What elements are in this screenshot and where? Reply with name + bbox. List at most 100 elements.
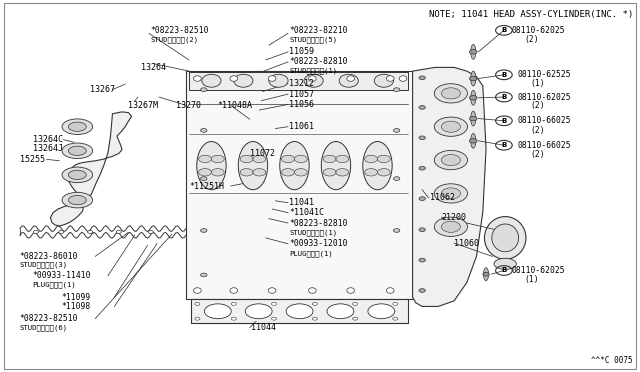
Ellipse shape [240, 155, 253, 163]
Polygon shape [186, 71, 413, 299]
Ellipse shape [399, 76, 407, 81]
Polygon shape [51, 112, 132, 226]
Ellipse shape [469, 96, 477, 100]
Ellipse shape [394, 129, 400, 132]
Ellipse shape [245, 304, 272, 319]
Ellipse shape [308, 288, 316, 293]
Ellipse shape [353, 317, 358, 320]
Text: B: B [501, 142, 506, 148]
Ellipse shape [321, 141, 351, 190]
Ellipse shape [59, 231, 64, 234]
Text: B: B [501, 72, 506, 78]
Text: 11062: 11062 [430, 193, 455, 202]
Ellipse shape [442, 188, 461, 199]
Text: STUDスタッド(3): STUDスタッド(3) [20, 262, 68, 268]
Ellipse shape [365, 155, 378, 163]
Text: STUDスタッド(1): STUDスタッド(1) [289, 68, 337, 74]
Text: B: B [501, 28, 506, 33]
Ellipse shape [469, 76, 477, 81]
Ellipse shape [419, 166, 426, 170]
Ellipse shape [442, 88, 461, 99]
Ellipse shape [387, 76, 394, 81]
Ellipse shape [387, 288, 394, 293]
Ellipse shape [378, 155, 390, 163]
Text: 11056: 11056 [289, 100, 314, 109]
Text: 11041: 11041 [289, 198, 314, 207]
Text: 11044: 11044 [251, 323, 276, 332]
Ellipse shape [148, 231, 154, 234]
Ellipse shape [116, 231, 122, 234]
Ellipse shape [68, 195, 86, 205]
Ellipse shape [470, 111, 476, 126]
Ellipse shape [269, 74, 288, 87]
Ellipse shape [469, 116, 477, 121]
Text: 13264J: 13264J [33, 144, 63, 153]
Ellipse shape [323, 169, 336, 176]
Ellipse shape [271, 317, 276, 320]
Text: *00933-12010: *00933-12010 [289, 239, 348, 248]
Ellipse shape [62, 192, 93, 208]
Ellipse shape [33, 231, 38, 234]
Ellipse shape [271, 302, 276, 305]
Ellipse shape [88, 231, 93, 234]
Text: NOTE; 11041 HEAD ASSY-CYLINDER(INC. *): NOTE; 11041 HEAD ASSY-CYLINDER(INC. *) [429, 10, 633, 19]
Ellipse shape [294, 155, 307, 163]
Text: *00933-11410: *00933-11410 [33, 271, 91, 280]
Ellipse shape [435, 84, 467, 103]
Text: B: B [501, 118, 506, 124]
Ellipse shape [368, 304, 395, 319]
Ellipse shape [200, 273, 207, 277]
Ellipse shape [323, 155, 336, 163]
Text: 13212: 13212 [289, 79, 314, 88]
Ellipse shape [419, 197, 426, 201]
Ellipse shape [308, 76, 316, 81]
Ellipse shape [483, 272, 489, 276]
Ellipse shape [230, 288, 237, 293]
Ellipse shape [484, 217, 526, 259]
Ellipse shape [211, 169, 224, 176]
Ellipse shape [419, 228, 426, 232]
Ellipse shape [393, 317, 398, 320]
Ellipse shape [294, 169, 307, 176]
Ellipse shape [470, 71, 476, 86]
Ellipse shape [200, 88, 207, 92]
Ellipse shape [365, 169, 378, 176]
Ellipse shape [435, 217, 467, 236]
Text: *11099: *11099 [61, 293, 91, 302]
Ellipse shape [483, 268, 488, 281]
Text: 08110-62025: 08110-62025 [511, 26, 565, 35]
Ellipse shape [234, 74, 253, 87]
Text: 21200: 21200 [442, 213, 467, 222]
Text: 08110-62025: 08110-62025 [518, 93, 572, 102]
Ellipse shape [195, 317, 200, 320]
Ellipse shape [339, 74, 358, 87]
Text: (2): (2) [531, 102, 545, 110]
Text: *08223-82210: *08223-82210 [289, 26, 348, 35]
Ellipse shape [200, 129, 207, 132]
Ellipse shape [196, 141, 226, 190]
Ellipse shape [286, 304, 313, 319]
Text: 11060: 11060 [454, 238, 479, 248]
Polygon shape [191, 299, 408, 323]
Text: *11098: *11098 [61, 302, 91, 311]
Ellipse shape [353, 302, 358, 305]
Ellipse shape [378, 169, 390, 176]
Ellipse shape [200, 177, 207, 180]
Ellipse shape [393, 302, 398, 305]
Ellipse shape [200, 229, 207, 232]
Text: 15255: 15255 [20, 155, 45, 164]
Ellipse shape [363, 141, 392, 190]
Ellipse shape [469, 138, 477, 143]
Ellipse shape [492, 224, 518, 252]
Text: 08110-66025: 08110-66025 [518, 141, 572, 150]
Ellipse shape [193, 288, 201, 293]
Ellipse shape [62, 167, 93, 183]
Ellipse shape [312, 317, 317, 320]
Ellipse shape [470, 90, 476, 105]
Text: 08110-62525: 08110-62525 [518, 70, 572, 79]
Text: ^^*C 0075: ^^*C 0075 [591, 356, 633, 365]
Text: *11251H: *11251H [189, 182, 224, 190]
Text: B: B [501, 94, 506, 100]
Ellipse shape [394, 88, 400, 92]
Ellipse shape [198, 155, 211, 163]
